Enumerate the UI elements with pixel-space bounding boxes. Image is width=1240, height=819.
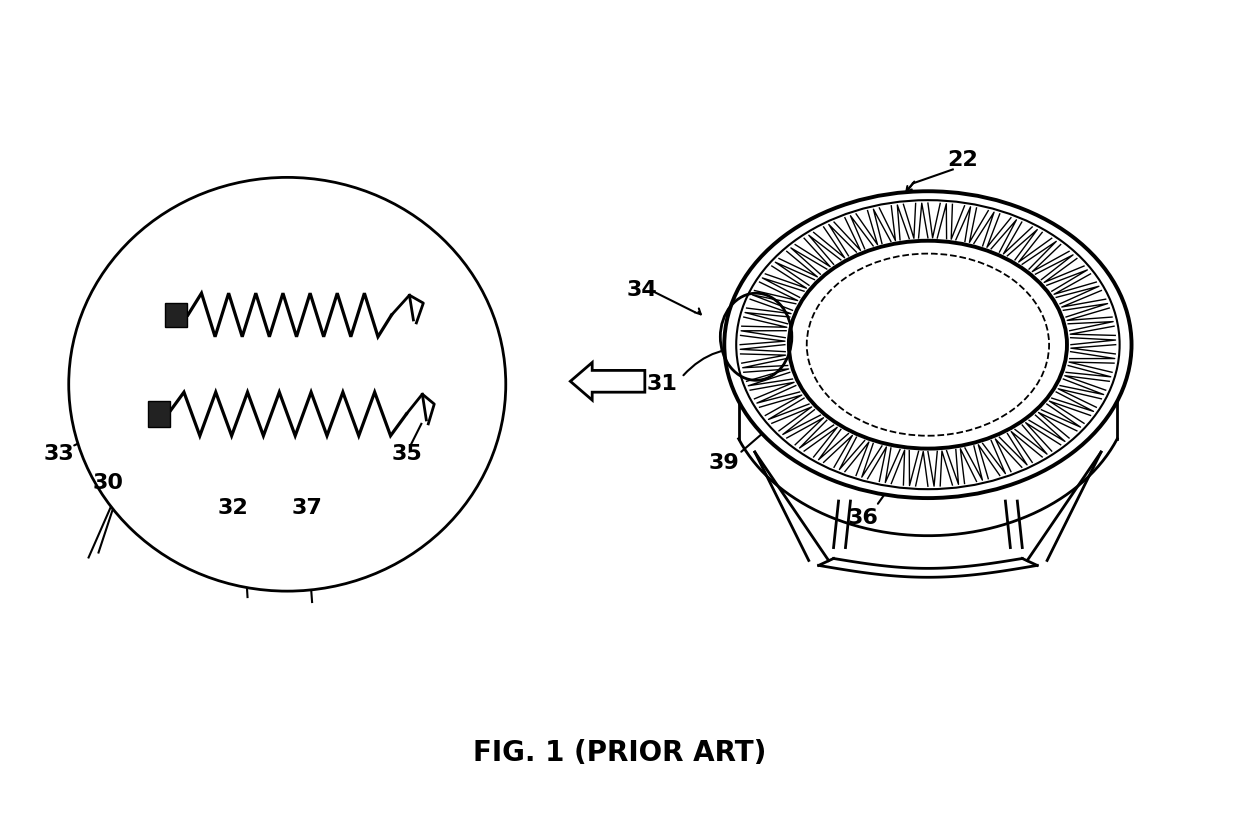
Text: FIG. 1 (PRIOR ART): FIG. 1 (PRIOR ART) (474, 740, 766, 767)
Ellipse shape (737, 200, 1120, 489)
Text: 22: 22 (947, 150, 978, 170)
Ellipse shape (724, 192, 1132, 498)
Text: 33: 33 (43, 444, 74, 464)
Text: 31: 31 (646, 374, 677, 394)
Ellipse shape (789, 241, 1066, 449)
Text: 39: 39 (709, 454, 740, 473)
Text: 30: 30 (93, 473, 124, 493)
Bar (149, 401, 170, 427)
Text: 35: 35 (391, 444, 422, 464)
Text: 32: 32 (217, 498, 248, 518)
Bar (165, 303, 187, 327)
Ellipse shape (68, 178, 506, 591)
Text: 34: 34 (626, 280, 657, 301)
Text: 37: 37 (291, 498, 322, 518)
Text: 36: 36 (848, 508, 879, 528)
FancyArrow shape (570, 363, 645, 400)
